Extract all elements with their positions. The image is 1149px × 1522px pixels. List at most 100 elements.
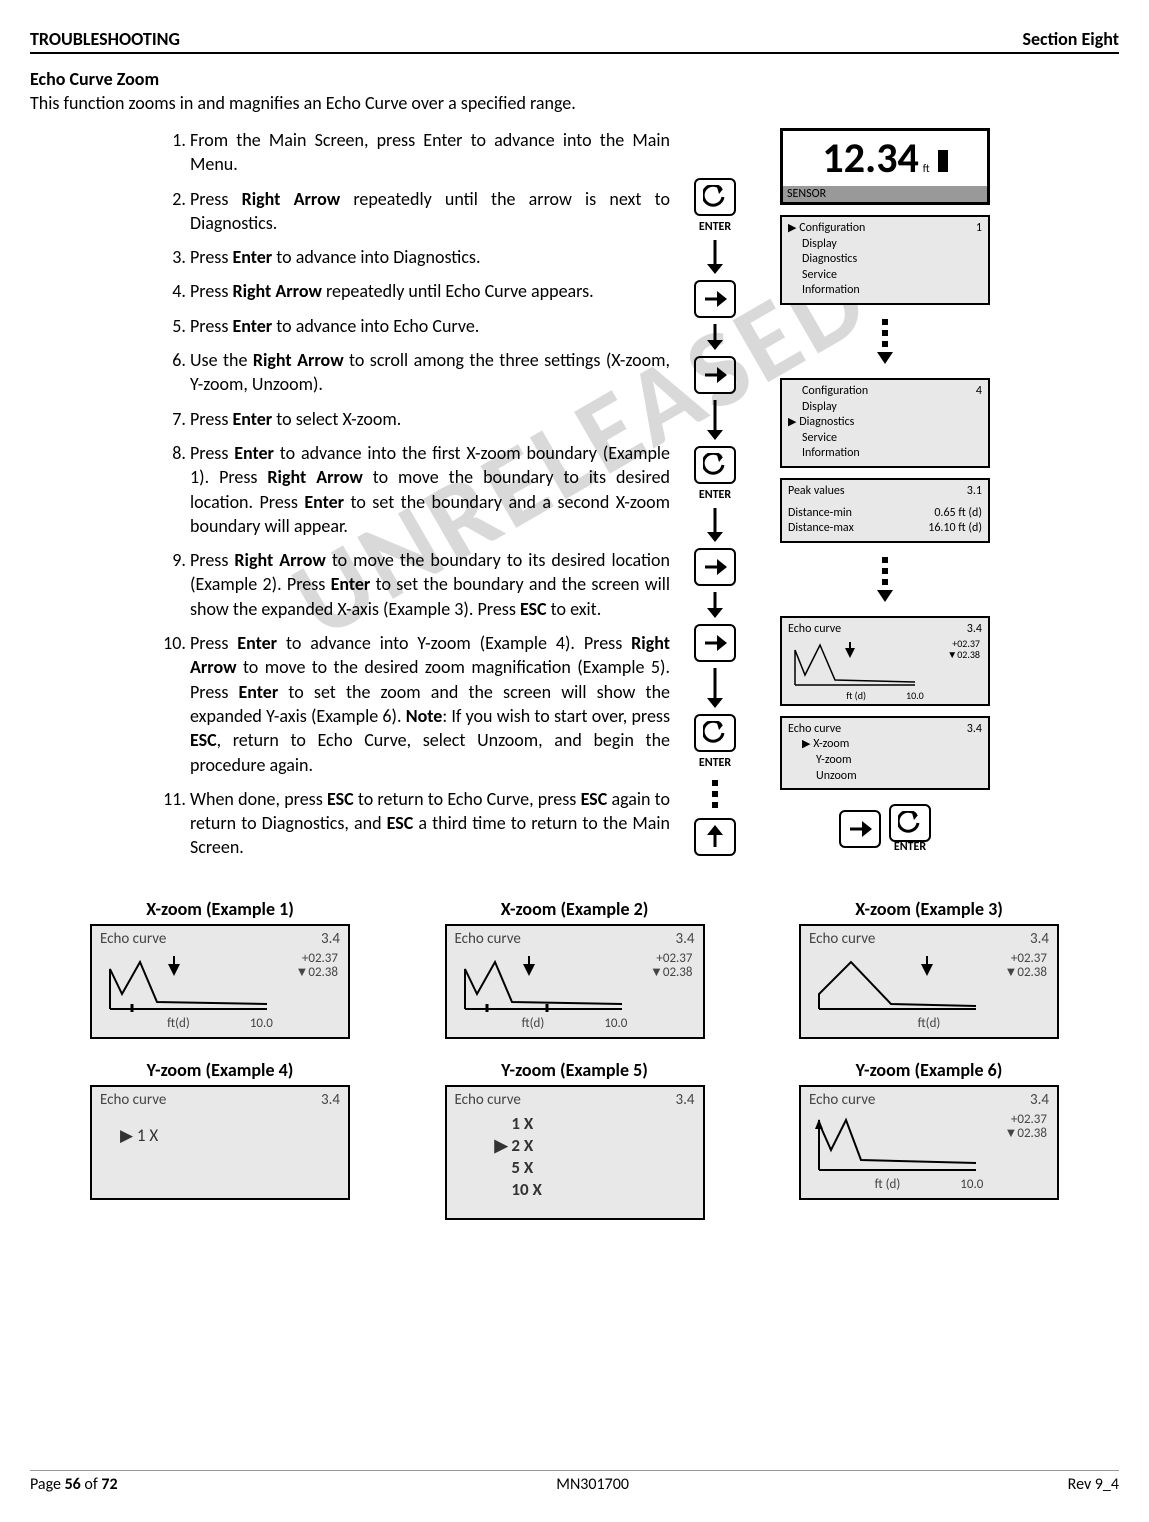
- step-item: Press Enter to advance into Y-zoom (Exam…: [190, 631, 670, 777]
- footer-left: Page 56 of 72: [30, 1475, 118, 1494]
- ax-label: 10.0: [250, 1016, 273, 1031]
- menu-item: Display: [788, 400, 837, 416]
- zoom-item: Y-zoom: [788, 753, 852, 769]
- ex-hdr: Echo curve: [455, 930, 521, 948]
- ex-val: ▼02.38: [650, 966, 693, 980]
- ax-label: 10.0: [604, 1016, 627, 1031]
- dots-icon: [877, 557, 893, 602]
- enter-button[interactable]: [889, 804, 931, 842]
- step-item: Use the Right Arrow to scroll among the …: [190, 348, 670, 397]
- ex-val: +02.37: [295, 952, 338, 966]
- right-arrow-button[interactable]: [694, 280, 736, 318]
- main-screen-display: 12.34 ft SENSOR: [780, 128, 990, 205]
- enter-label: ENTER: [699, 220, 731, 234]
- nav-column: ENTER ENTER ENTER: [670, 128, 760, 870]
- right-arrow-button[interactable]: [839, 810, 881, 848]
- page-header: TROUBLESHOOTING Section Eight: [30, 28, 1119, 54]
- right-arrow-button[interactable]: [694, 356, 736, 394]
- zoom-option: ▶ 5 X: [495, 1157, 695, 1179]
- example-box: Echo curve3.4 ▶ 1 X: [90, 1085, 350, 1200]
- menu-item: Display: [788, 237, 837, 253]
- ex-val: ▼02.38: [295, 966, 338, 980]
- steps-list: From the Main Screen, press Enter to adv…: [160, 128, 670, 860]
- menu-item: Diagnostics: [799, 415, 854, 429]
- examples-row-1: X-zoom (Example 1) Echo curve3.4 +02.37▼…: [30, 898, 1119, 1039]
- peak-title: Peak values: [788, 484, 845, 500]
- example-box: Echo curve3.4 +02.37▼02.38 ft(d)10.0: [90, 924, 350, 1039]
- ex-hdr: Echo curve: [455, 1091, 521, 1109]
- arrow-down-icon: [705, 240, 725, 274]
- ex-hdr: Echo curve: [809, 1091, 875, 1109]
- up-arrow-button[interactable]: [694, 818, 736, 856]
- peak-label: Distance-max: [788, 521, 854, 537]
- page-footer: Page 56 of 72 MN301700 Rev 9_4: [30, 1470, 1119, 1494]
- echo-curve-screen: Echo curve3.4 +02.37 ▼02.38 ft (d) 10.0: [780, 616, 990, 706]
- ax-label: ft (d): [875, 1177, 901, 1192]
- enter-label: ENTER: [699, 488, 731, 502]
- right-arrow-button[interactable]: [694, 624, 736, 662]
- example-box: Echo curve3.4 +02.37▼02.38 ft(d): [799, 924, 1059, 1039]
- zoom-num: 3.4: [967, 722, 982, 738]
- footer-right: Rev 9_4: [1068, 1475, 1119, 1494]
- enter-button[interactable]: [694, 178, 736, 216]
- enter-button[interactable]: [694, 714, 736, 752]
- peak-label: Distance-min: [788, 506, 852, 522]
- zoom-menu-screen: Echo curve3.4 ▶ X-zoom Y-zoom Unzoom: [780, 716, 990, 790]
- axis-label: ft (d): [846, 689, 866, 702]
- peak-values-screen: Peak values3.1 Distance-min0.65 ft (d) D…: [780, 478, 990, 543]
- step-item: When done, press ESC to return to Echo C…: [190, 787, 670, 860]
- example-box: Echo curve 3.4 ▶ 1 X ▶ 2 X ▶ 5 X ▶ 10 X: [445, 1085, 705, 1220]
- main-unit: ft: [923, 162, 930, 175]
- menu-num: 4: [976, 384, 982, 400]
- ex-val: +02.37: [650, 952, 693, 966]
- example-title: X-zoom (Example 3): [855, 898, 1003, 920]
- section-title: Echo Curve Zoom: [30, 68, 1119, 90]
- zoom-option: ▶ 1 X: [120, 1125, 340, 1146]
- menu-screen-1: ▶ Configuration1 Display Diagnostics Ser…: [780, 215, 990, 305]
- dots-icon: [712, 780, 718, 808]
- arrow-down-icon: [705, 592, 725, 618]
- ax-label: ft(d): [522, 1016, 545, 1031]
- main-value: 12.34: [822, 133, 918, 184]
- right-arrow-button[interactable]: [694, 548, 736, 586]
- zoom-option: ▶ 10 X: [495, 1179, 695, 1201]
- step-item: From the Main Screen, press Enter to adv…: [190, 128, 670, 177]
- enter-button[interactable]: [694, 446, 736, 484]
- menu-item: Configuration: [788, 384, 868, 400]
- ex-num: 3.4: [321, 930, 340, 948]
- ex-val: +02.37: [1004, 1113, 1047, 1127]
- menu-item: Information: [788, 446, 860, 462]
- examples-row-2: Y-zoom (Example 4) Echo curve3.4 ▶ 1 X Y…: [30, 1059, 1119, 1220]
- intro-text: This function zooms in and magnifies an …: [30, 92, 1119, 114]
- zoom-option: ▶ 2 X: [495, 1135, 695, 1157]
- ex-num: 3.4: [1030, 930, 1049, 948]
- curve-plot-icon: [811, 1115, 981, 1175]
- menu-item: Service: [788, 431, 837, 447]
- step-item: Press Enter to advance into the first X-…: [190, 441, 670, 538]
- zoom-title: Echo curve: [788, 722, 841, 738]
- ex-val: +02.37: [1004, 952, 1047, 966]
- ax-label: ft(d): [167, 1016, 190, 1031]
- ex-num: 3.4: [1030, 1091, 1049, 1109]
- arrow-down-icon: [705, 400, 725, 440]
- step-item: Press Enter to advance into Echo Curve.: [190, 314, 670, 338]
- curve-plot-icon: [811, 954, 981, 1014]
- screens-column: 12.34 ft SENSOR ▶ Configuration1 Display…: [760, 128, 1010, 870]
- ex-num: 3.4: [676, 930, 695, 948]
- curve-val: ▼02.38: [947, 649, 980, 660]
- menu-screen-2: Configuration4 Display ▶ Diagnostics Ser…: [780, 378, 990, 468]
- steps-column: From the Main Screen, press Enter to adv…: [30, 128, 670, 870]
- zoom-option: ▶ 1 X: [495, 1113, 695, 1135]
- menu-item: Information: [788, 283, 860, 299]
- axis-label: 10.0: [906, 689, 924, 702]
- menu-item: Diagnostics: [788, 252, 857, 268]
- zoom-item: Unzoom: [788, 769, 857, 785]
- curve-plot-icon: [790, 640, 920, 690]
- ax-label: 10.0: [960, 1177, 983, 1192]
- step-item: Press Enter to select X-zoom.: [190, 407, 670, 431]
- ex-num: 3.4: [676, 1091, 695, 1109]
- ex-hdr: Echo curve: [809, 930, 875, 948]
- step-item: Press Right Arrow repeatedly until Echo …: [190, 279, 670, 303]
- sensor-bar: SENSOR: [783, 186, 987, 202]
- step-item: Press Enter to advance into Diagnostics.: [190, 245, 670, 269]
